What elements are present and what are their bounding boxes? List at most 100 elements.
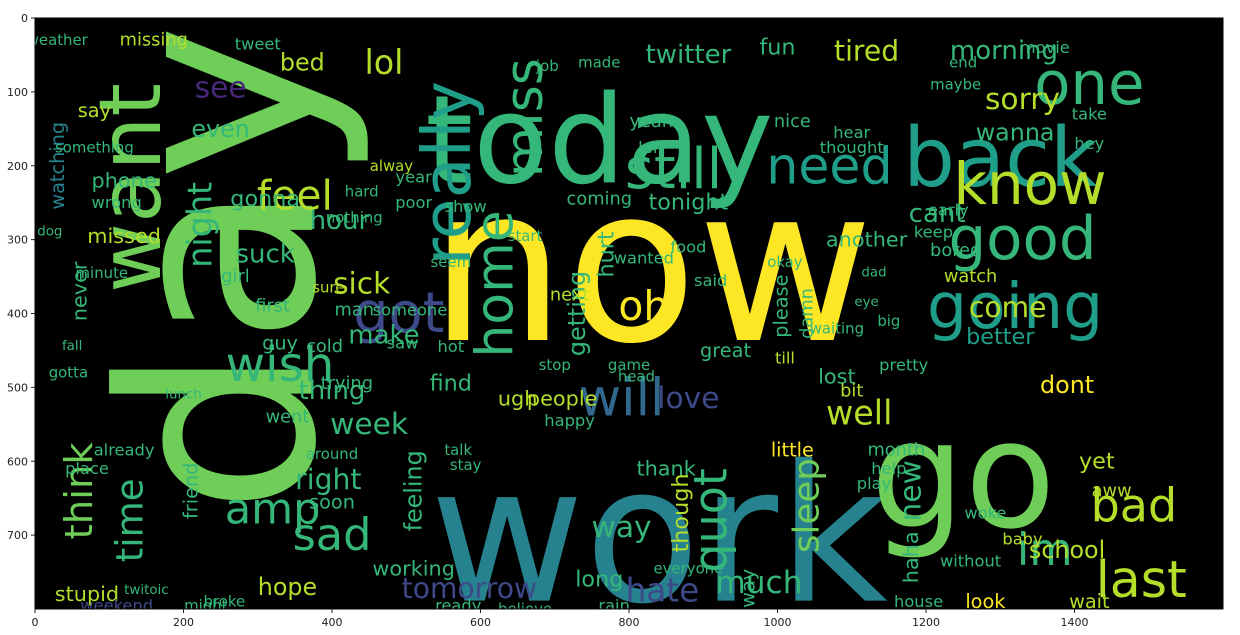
cloud-word-night: night — [180, 182, 219, 268]
cloud-word-stop: stop — [539, 356, 571, 374]
y-axis: 0 100 200 300 400 500 600 700 — [7, 12, 35, 542]
cloud-word-till: till — [775, 348, 795, 367]
cloud-word-better: better — [966, 324, 1035, 350]
cloud-word-weekend: weekend — [80, 596, 153, 615]
cloud-word-next: next — [550, 285, 589, 306]
cloud-word-woke: woke — [964, 503, 1006, 522]
cloud-word-watch: watch — [944, 266, 997, 287]
cloud-word-will: will — [579, 368, 665, 428]
cloud-word-trying: trying — [321, 373, 373, 394]
cloud-word-went: went — [266, 406, 310, 427]
cloud-word-yeah: yeah — [629, 111, 673, 132]
cloud-word-waiting: waiting — [810, 319, 864, 337]
cloud-word-stay: stay — [450, 456, 482, 474]
cloud-word-one: one — [1034, 50, 1145, 119]
cloud-word-everyone: everyone — [654, 559, 724, 577]
cloud-word-movie: movie — [1020, 38, 1070, 57]
cloud-word-feeling: feeling — [400, 450, 428, 531]
cloud-word-working: working — [372, 556, 455, 580]
cloud-word-pretty: pretty — [879, 356, 928, 375]
cloud-word-wish: wish — [226, 337, 335, 393]
plot-background — [35, 18, 1223, 609]
cloud-word-stupid: stupid — [55, 582, 119, 606]
cloud-word-start: start — [508, 227, 543, 245]
cloud-word-said: said — [694, 271, 727, 290]
cloud-word-eye: eye — [854, 295, 878, 310]
cloud-word-might: might — [184, 596, 228, 614]
cloud-word-getting: getting — [563, 271, 591, 356]
cloud-word-sorry: sorry — [985, 82, 1060, 117]
cloud-word-wrong: wrong — [92, 193, 142, 212]
cloud-word-suck: suck — [235, 239, 294, 269]
cloud-word-wanna: wanna — [976, 119, 1055, 147]
cloud-word-missed: missed — [87, 224, 161, 248]
cloud-word-little: little — [771, 439, 814, 462]
cloud-word-lost: lost — [818, 364, 856, 388]
cloud-word-oh: oh — [618, 282, 669, 330]
cloud-word-end: end — [949, 53, 977, 71]
x-tick-label: 1000 — [764, 616, 792, 629]
cloud-word-early: early — [928, 201, 969, 220]
cloud-word-right: right — [295, 463, 361, 496]
cloud-word-bit: bit — [840, 381, 863, 402]
cloud-word-got: got — [353, 281, 444, 346]
cloud-word-cant: cant — [909, 199, 966, 229]
cloud-word-soon: soon — [309, 490, 355, 513]
cloud-word-miss: miss — [495, 58, 555, 177]
cloud-word-week: week — [330, 407, 409, 442]
cloud-word-feel: feel — [257, 171, 333, 219]
cloud-word-hurt: hurt — [594, 231, 620, 277]
cloud-word-big: big — [877, 312, 900, 330]
cloud-word-lol: lol — [364, 43, 403, 82]
cloud-word-month: month — [867, 440, 925, 461]
cloud-word-really: really — [408, 81, 486, 266]
cloud-word-need: need — [766, 136, 892, 195]
cloud-word-think: think — [57, 442, 102, 540]
cloud-word-tired: tired — [834, 35, 899, 68]
cloud-word-first: first — [255, 296, 290, 317]
cloud-word-house: house — [894, 592, 943, 611]
cloud-word-watching: watching — [46, 122, 69, 210]
cloud-word-left: left — [638, 138, 664, 157]
cloud-word-hate: hate — [626, 572, 700, 610]
cloud-word-coming: coming — [567, 188, 632, 209]
cloud-word-yet: yet — [1079, 448, 1115, 474]
cloud-word-school: school — [1029, 536, 1105, 564]
cloud-word-bed: bed — [280, 48, 325, 76]
cloud-word-sad: sad — [293, 509, 372, 561]
cloud-word-bored: bored — [930, 240, 981, 261]
cloud-word-wanted: wanted — [614, 249, 674, 268]
cloud-word-made: made — [578, 53, 620, 71]
cloud-word-take: take — [1072, 105, 1107, 124]
cloud-word-baby: baby — [1002, 529, 1043, 548]
cloud-word-home: home — [465, 210, 525, 357]
cloud-word-nothing: nothing — [326, 208, 383, 226]
x-tick-label: 1400 — [1061, 616, 1089, 629]
cloud-word-show: show — [445, 197, 487, 216]
cloud-word-nice: nice — [774, 111, 811, 132]
cloud-word-now: now — [429, 140, 873, 391]
cloud-word-man: man — [335, 299, 375, 320]
cloud-word-last: last — [1096, 550, 1187, 609]
cloud-word-already: already — [94, 441, 155, 460]
cloud-word-twitoic: twitoic — [124, 583, 168, 598]
cloud-word-bad: bad — [1091, 479, 1178, 533]
cloud-word-guy: guy — [262, 332, 298, 355]
cloud-word-want: want — [82, 83, 181, 293]
cloud-word-play: play — [857, 474, 892, 493]
cloud-word-place: place — [65, 459, 109, 478]
cloud-word-know: know — [953, 150, 1106, 218]
cloud-word-long: long — [575, 566, 623, 592]
cloud-word-broke: broke — [204, 593, 246, 611]
cloud-word-please: please — [770, 275, 793, 338]
cloud-word-happy: happy — [544, 411, 595, 430]
cloud-word-damn: damn — [797, 288, 818, 339]
cloud-word-fall: fall — [62, 339, 82, 354]
y-tick-label: 400 — [7, 308, 28, 321]
cloud-word-good: good — [948, 205, 1096, 274]
cloud-word-talk: talk — [444, 441, 472, 459]
cloud-word-going: going — [927, 269, 1103, 343]
cloud-word-gotta: gotta — [49, 364, 88, 382]
x-tick-label: 0 — [32, 616, 39, 629]
